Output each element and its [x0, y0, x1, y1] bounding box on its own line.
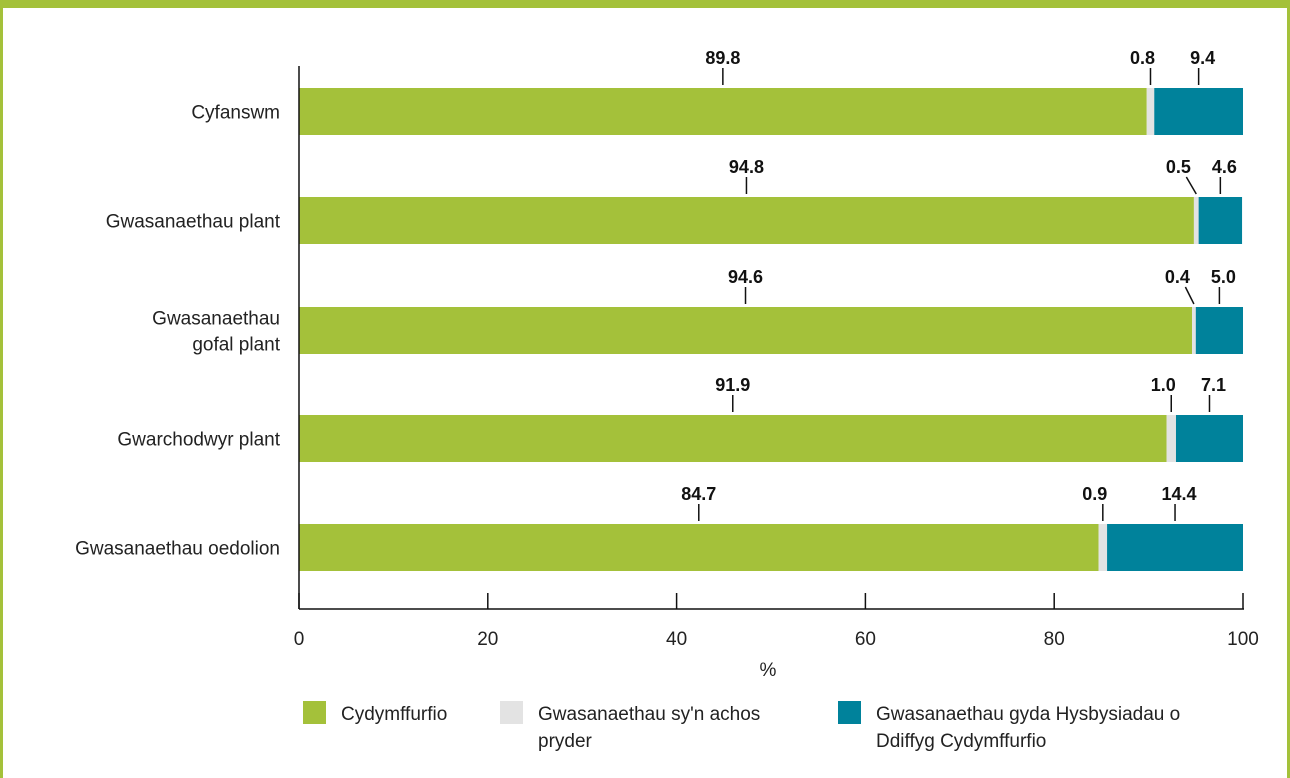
data-label: 94.6	[728, 267, 763, 287]
bar-gwarchodwyr-plant-cydymffurfio	[299, 415, 1167, 462]
legend-label: Cydymffurfio	[341, 704, 447, 725]
category-labels: Cyfanswm Gwasanaethau plant Gwasanaethau go…	[75, 103, 281, 560]
bar-gwasanaethau-plant-gwasanaethau-gyda-hysbys	[1198, 197, 1243, 244]
legend-label: Gwasanaethau sy'n achos	[538, 704, 760, 725]
bar-cyfanswm-gwasanaethau-sy-n-achos-	[1146, 88, 1155, 135]
bar-gwasanaethau-gofal-plant-gwasanaethau-gyda-hysbys	[1195, 307, 1243, 354]
category-label: Gwarchodwyr plant	[117, 430, 280, 451]
data-labels: 89.8 9.4 0.8 94.8 4.6 0.5 94.6 5.0 0.4 91.9 7.1 1.0…	[681, 48, 1237, 521]
data-label: 0.4	[1165, 267, 1190, 287]
x-tick-label: 0	[294, 629, 305, 650]
category-label: Cyfanswm	[191, 103, 280, 124]
legend-label: Gwasanaethau gyda Hysbysiadau o	[876, 704, 1180, 725]
bar-gwarchodwyr-plant-gwasanaethau-sy-n-achos-	[1166, 415, 1176, 462]
x-axis-title: %	[760, 660, 777, 681]
bar-gwasanaethau-oedolion-cydymffurfio	[299, 524, 1099, 571]
legend-label: pryder	[538, 731, 593, 752]
category-label: Gwasanaethau	[152, 309, 280, 330]
x-tick-label: 40	[666, 629, 687, 650]
stacked-bar-chart: 0 20 40 60 80 100% Cyfanswm Gwasanaethau plant…	[75, 48, 1259, 752]
bar-gwasanaethau-gofal-plant-cydymffurfio	[299, 307, 1193, 354]
legend-item-cydymffurfio: Cydymffurfio	[303, 701, 447, 725]
legend-swatch	[838, 701, 861, 724]
data-label: 7.1	[1201, 375, 1226, 395]
data-label: 4.6	[1212, 157, 1237, 177]
legend-item-gwasanaethau-sy-n-achos-: Gwasanaethau sy'n achos pryder	[500, 701, 760, 752]
data-label: 9.4	[1190, 48, 1215, 68]
data-label: 0.9	[1082, 484, 1107, 504]
data-label: 1.0	[1151, 375, 1176, 395]
category-label: Gwasanaethau oedolion	[75, 539, 280, 560]
legend-label: Ddiffyg Cydymffurfio	[876, 731, 1046, 752]
category-label: gofal plant	[192, 335, 280, 356]
legend: Cydymffurfio Gwasanaethau sy'n achos pryde…	[303, 701, 1180, 752]
x-axis: 0 20 40 60 80 100%	[294, 66, 1259, 681]
data-label: 14.4	[1162, 484, 1197, 504]
x-tick-label: 60	[855, 629, 876, 650]
bar-cyfanswm-cydymffurfio	[299, 88, 1147, 135]
data-label: 94.8	[729, 157, 764, 177]
bar-gwasanaethau-oedolion-gwasanaethau-gyda-hysbys	[1107, 524, 1243, 571]
bar-gwasanaethau-plant-cydymffurfio	[299, 197, 1194, 244]
data-label: 84.7	[681, 484, 716, 504]
bars-layer	[299, 88, 1243, 571]
bar-cyfanswm-gwasanaethau-gyda-hysbys	[1154, 88, 1243, 135]
data-label: 89.8	[705, 48, 740, 68]
x-tick-label: 100	[1227, 629, 1259, 650]
bar-gwarchodwyr-plant-gwasanaethau-gyda-hysbys	[1175, 415, 1243, 462]
legend-swatch	[500, 701, 523, 724]
data-label: 5.0	[1211, 267, 1236, 287]
data-label: 91.9	[715, 375, 750, 395]
data-label: 0.8	[1130, 48, 1155, 68]
data-label: 0.5	[1166, 157, 1191, 177]
legend-item-gwasanaethau-gyda-hysbys: Gwasanaethau gyda Hysbysiadau o Ddiffyg C…	[838, 701, 1180, 752]
category-label: Gwasanaethau plant	[106, 212, 281, 233]
legend-swatch	[303, 701, 326, 724]
bar-gwasanaethau-gofal-plant-gwasanaethau-sy-n-achos-	[1192, 307, 1196, 354]
x-tick-label: 80	[1044, 629, 1065, 650]
bar-gwasanaethau-plant-gwasanaethau-sy-n-achos-	[1193, 197, 1199, 244]
leader-line	[1185, 176, 1197, 195]
x-tick-label: 20	[477, 629, 498, 650]
leader-line	[1184, 286, 1195, 305]
bar-gwasanaethau-oedolion-gwasanaethau-sy-n-achos-	[1098, 524, 1108, 571]
